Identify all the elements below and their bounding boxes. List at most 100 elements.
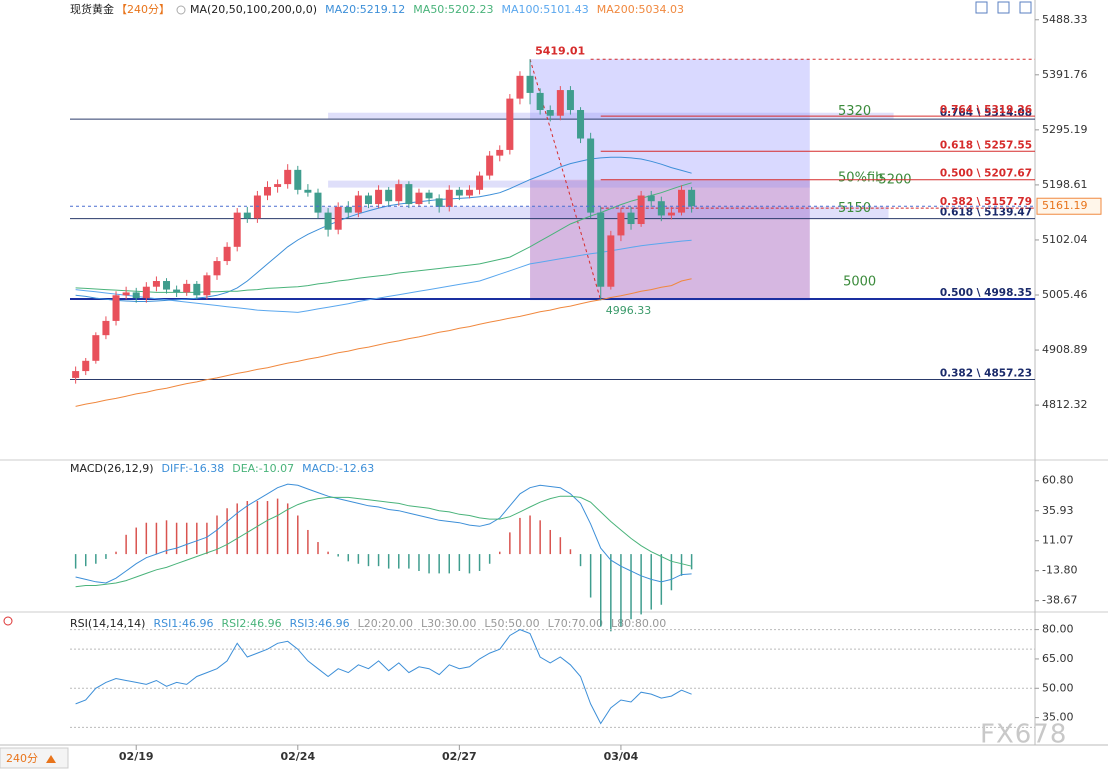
candle-body xyxy=(213,261,221,276)
candle-body xyxy=(264,186,271,196)
y-tick-label: -13.80 xyxy=(1042,564,1077,577)
candle-body xyxy=(122,292,130,296)
y-tick-label: 4812.32 xyxy=(1042,398,1088,411)
y-tick-label: 5295.19 xyxy=(1042,123,1088,136)
candle-body xyxy=(132,292,140,299)
fib-label: 0.382 \ 4857.23 xyxy=(940,367,1032,379)
current-price-label: 5161.19 xyxy=(1042,199,1088,212)
candle-body xyxy=(577,110,585,139)
candle-body xyxy=(627,212,635,225)
panel-title: RSI(14,14,14) xyxy=(70,617,145,630)
legend-entry: MACD:-12.63 xyxy=(302,462,374,475)
candle-body xyxy=(425,192,433,199)
y-tick-label: 35.00 xyxy=(1042,711,1074,724)
y-tick-label: 5488.33 xyxy=(1042,13,1088,26)
button-reset[interactable] xyxy=(1019,1,1032,14)
candle-body xyxy=(688,189,696,207)
candle-body xyxy=(233,212,241,247)
fib-label: 0.500 \ 5207.67 xyxy=(940,168,1032,180)
legend-entry: DEA:-10.07 xyxy=(232,462,294,475)
x-tick-label: 02/27 xyxy=(442,750,477,763)
candle-body xyxy=(385,189,393,202)
legend-entry: RSI2:46.96 xyxy=(222,617,282,630)
period-selector-label[interactable]: 240分 xyxy=(6,752,38,765)
candle-body xyxy=(678,189,686,213)
candle-body xyxy=(284,169,292,185)
y-tick-label: 60.80 xyxy=(1042,474,1074,487)
candle-body xyxy=(667,212,675,216)
indicator-line xyxy=(75,278,692,407)
candle-body xyxy=(405,184,413,205)
candle-body xyxy=(102,320,110,336)
candle-body xyxy=(516,75,524,99)
candle-body xyxy=(375,189,383,205)
fib-label: 0.764 \ 5319.26 xyxy=(940,104,1032,116)
candle-body xyxy=(324,212,332,230)
plot-layer: 02/19 02/24 02/27 03/04 5488.33 5391.76 5295.1… xyxy=(70,2,1102,763)
y-tick-label: 5198.61 xyxy=(1042,178,1088,191)
level-label: L50:50.00 xyxy=(484,617,539,630)
candle-body xyxy=(647,195,655,202)
period-selector-arrow[interactable] xyxy=(46,755,56,763)
candle-body xyxy=(435,198,443,207)
retracement-box xyxy=(530,179,810,300)
candle-body xyxy=(566,90,574,111)
zone-label: 5150 xyxy=(838,201,871,216)
candle-body xyxy=(354,195,362,213)
candle-body xyxy=(344,206,352,213)
window-buttons[interactable] xyxy=(975,1,1032,14)
trough-label: 4996.33 xyxy=(606,304,652,317)
candle-body xyxy=(637,195,645,225)
candle-body xyxy=(223,246,231,262)
panel-title: MACD(26,12,9) xyxy=(70,462,154,475)
candle-body xyxy=(546,110,554,116)
indicator-label: MA(20,50,100,200,0,0) xyxy=(190,3,317,16)
candle-body xyxy=(72,371,80,378)
candle-body xyxy=(243,212,251,219)
candle-body xyxy=(607,235,615,287)
candle-body xyxy=(253,195,261,219)
candle-body xyxy=(465,189,473,196)
candle-body xyxy=(304,189,312,193)
candle-body xyxy=(193,283,201,296)
fib-label: 0.500 \ 4998.35 xyxy=(940,287,1032,299)
y-tick-label: 50.00 xyxy=(1042,681,1074,694)
y-tick-label: 65.00 xyxy=(1042,652,1074,665)
candle-body xyxy=(152,281,160,287)
legend-entry: DIFF:-16.38 xyxy=(162,462,225,475)
zone-note: 50%fib xyxy=(838,171,883,186)
x-tick-label: 02/19 xyxy=(119,750,154,763)
candle-body xyxy=(92,335,100,361)
candle-body xyxy=(597,212,605,287)
candle-body xyxy=(395,184,403,202)
settings-icon[interactable] xyxy=(3,616,13,626)
level-label: L80:80.00 xyxy=(611,617,666,630)
candle-body xyxy=(163,281,171,290)
candle-body xyxy=(445,189,453,207)
legend-entry: MA100:5101.43 xyxy=(502,3,589,16)
candle-body xyxy=(526,75,534,93)
candle-body xyxy=(415,192,423,205)
legend-entry: MA50:5202.23 xyxy=(413,3,493,16)
candle-body xyxy=(274,184,282,187)
candle-body xyxy=(112,295,120,321)
level-label: L20:20.00 xyxy=(358,617,413,630)
candle-body xyxy=(314,192,322,213)
fib-label: 0.618 \ 5139.47 xyxy=(940,207,1032,219)
candle-body xyxy=(496,149,504,156)
watermark: FX678 xyxy=(980,720,1067,750)
zone-label: 5320 xyxy=(838,104,871,119)
zone-band xyxy=(328,180,810,188)
candle-body xyxy=(142,286,150,299)
indicator-line xyxy=(75,629,692,725)
y-tick-label: 4908.89 xyxy=(1042,343,1088,356)
indicator-line xyxy=(75,239,692,313)
x-tick-label: 02/24 xyxy=(280,750,315,763)
button-zoom-in[interactable] xyxy=(997,1,1010,14)
candle-body xyxy=(364,195,372,205)
fib-label: 0.382 \ 5157.79 xyxy=(940,196,1032,208)
indicator-line xyxy=(75,483,692,584)
button-zoom-out[interactable] xyxy=(975,1,988,14)
current-price-box xyxy=(1036,197,1102,215)
